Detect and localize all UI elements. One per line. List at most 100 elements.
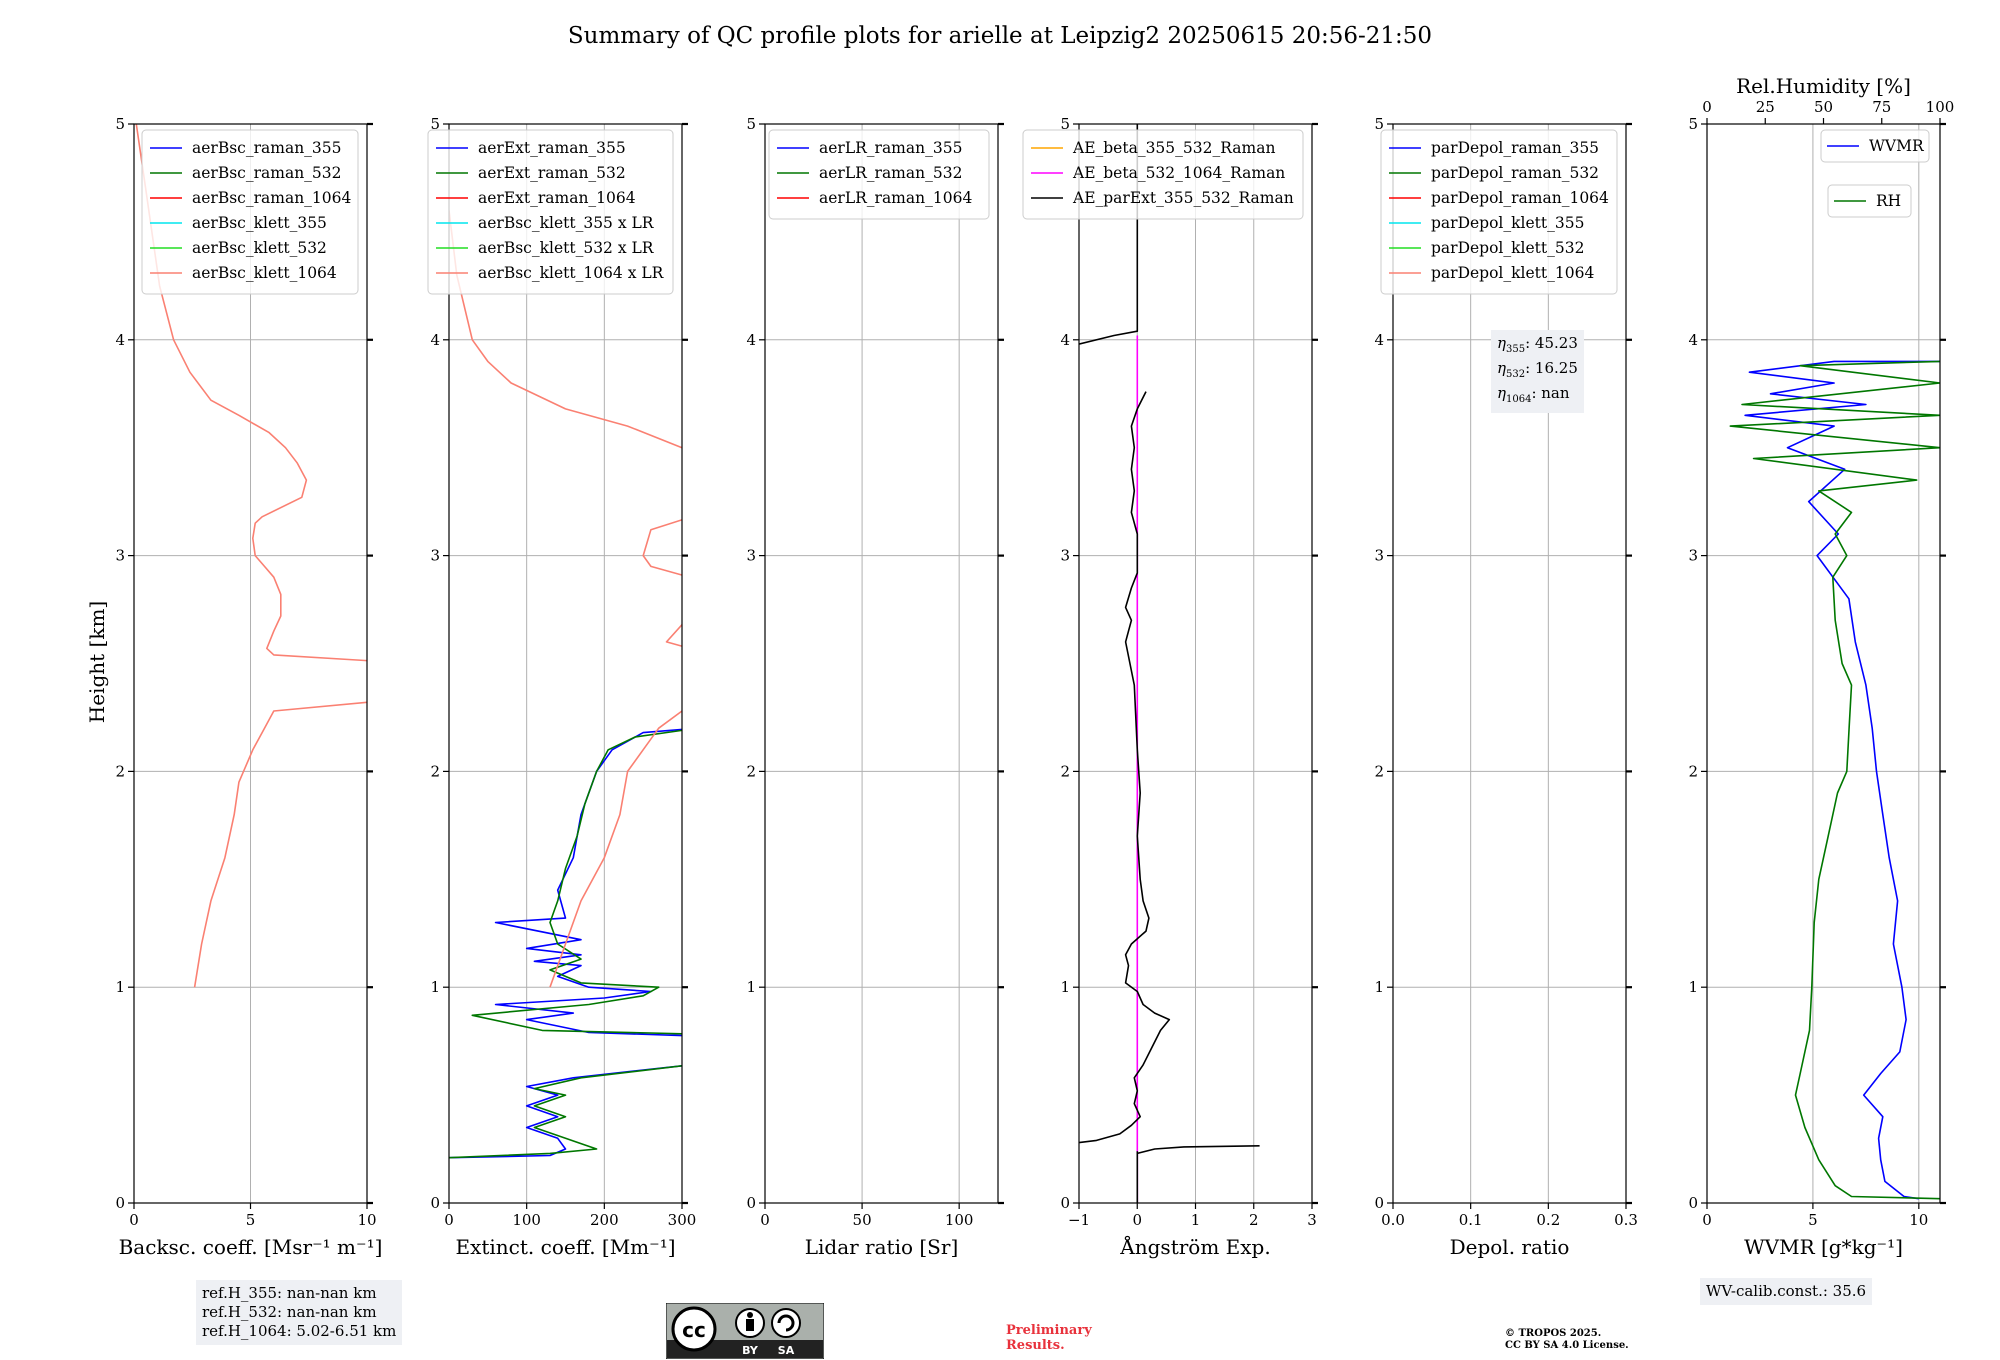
cc-icon (671, 1306, 717, 1352)
y-tick-label: 4 (1060, 331, 1070, 349)
copyright-notice: © TROPOS 2025. CC BY SA 4.0 License. (1505, 1328, 1629, 1351)
y-axis-label: Height [km] (85, 601, 109, 723)
x-tick-label: 1 (1191, 1211, 1201, 1229)
x-tick-label: −1 (1068, 1211, 1090, 1229)
x-tick-label: 3 (1307, 1211, 1317, 1229)
legend-label: aerLR_raman_532 (819, 164, 962, 182)
x-tick-label: 0 (129, 1211, 139, 1229)
x-tick-label: 0.3 (1614, 1211, 1638, 1229)
reference-height-box: ref.H_355: nan-nan km ref.H_532: nan-nan… (196, 1280, 403, 1345)
legend-frame (1380, 129, 1618, 295)
legend: WVMR RH (1820, 129, 1930, 218)
panel-5: 0 1 2 3 4 5 0.0 0.1 0.2 0.3 Depol. ratio parDepol_r… (1374, 115, 1637, 1259)
legend-label: aerBsc_klett_532 x LR (478, 239, 655, 257)
legend-label: aerLR_raman_1064 (819, 189, 972, 207)
x-tick-label: 0 (1132, 1211, 1142, 1229)
legend: aerLR_raman_355 aerLR_raman_532 aerLR_rama… (768, 129, 990, 220)
ref-height-532: ref.H_532: nan-nan km (202, 1303, 377, 1321)
y-tick-label: 4 (115, 331, 125, 349)
y-tick-label: 2 (1374, 762, 1384, 780)
y-tick-label: 5 (1374, 115, 1384, 133)
svg-text:SA: SA (778, 1344, 795, 1357)
y-tick-label: 1 (115, 978, 125, 996)
y-tick-label: 2 (746, 762, 756, 780)
y-tick-label: 1 (746, 978, 756, 996)
x-tick-label: 200 (590, 1211, 619, 1229)
series-line-wvmr (1744, 360, 1940, 1200)
preliminary-notice: Preliminary Results. (1006, 1323, 1092, 1353)
plot-area (1729, 360, 1940, 1200)
axes-frame (1706, 123, 1941, 1204)
legend-label: aerBsc_klett_532 (192, 239, 327, 257)
y-tick-label: 5 (1688, 115, 1698, 133)
y-tick-label: 3 (430, 547, 440, 565)
series-line-ae-parext-355-532-raman (1137, 1145, 1260, 1155)
y-tick-label: 3 (115, 547, 125, 565)
x-tick-label: 0.0 (1381, 1211, 1405, 1229)
y-tick-label: 5 (746, 115, 756, 133)
legend-label: parDepol_raman_1064 (1431, 189, 1609, 207)
x2-axis-label: Rel.Humidity [%] (1736, 74, 1911, 98)
x-tick-label: 5 (1808, 1211, 1818, 1229)
legend-label: aerBsc_raman_355 (192, 139, 342, 157)
series-line-ae-parext-355-532-raman (1079, 391, 1171, 1144)
legend-label: aerBsc_klett_1064 (192, 264, 337, 282)
legend: AE_beta_355_532_Raman AE_beta_532_1064_Ra… (1022, 129, 1304, 220)
legend-label: aerBsc_raman_1064 (192, 189, 352, 207)
legend-label: parDepol_klett_1064 (1431, 264, 1594, 282)
x-tick-label: 50 (853, 1211, 872, 1229)
series-line-aerbsc-klett-1064-x-lr (449, 210, 682, 988)
legend-label: parDepol_klett_532 (1431, 239, 1584, 257)
legend: parDepol_raman_355 parDepol_raman_532 parD… (1380, 129, 1618, 295)
x-axis-label: Backsc. coeff. [Msr⁻¹ m⁻¹] (119, 1235, 383, 1259)
y-tick-label: 0 (746, 1194, 756, 1212)
y-tick-label: 3 (746, 547, 756, 565)
y-tick-label: 1 (1374, 978, 1384, 996)
wv-calibration-box: WV-calib.const.: 35.6 (1700, 1278, 1873, 1305)
legend-label: RH (1876, 192, 1901, 210)
legend-label: parDepol_raman_532 (1431, 164, 1599, 182)
legend-label: aerBsc_klett_355 x LR (478, 214, 655, 232)
y-tick-label: 2 (430, 762, 440, 780)
legend-label: aerExt_raman_1064 (478, 189, 636, 207)
x-tick-label: 5 (246, 1211, 256, 1229)
y-tick-label: 0 (1374, 1194, 1384, 1212)
legend-label: aerExt_raman_532 (478, 164, 626, 182)
eta-532: η532: 16.25 (1497, 359, 1578, 380)
legend: aerBsc_raman_355 aerBsc_raman_532 aerBsc_r… (141, 129, 359, 295)
x2-tick-label: 0 (1702, 98, 1712, 116)
eta-355: η355: 45.23 (1497, 334, 1578, 355)
share-alike-icon (771, 1308, 801, 1338)
legend: aerExt_raman_355 aerExt_raman_532 aerExt_r… (427, 129, 674, 295)
x2-tick-label: 100 (1926, 98, 1955, 116)
svg-text:cc: cc (682, 1318, 706, 1342)
x-tick-label: 10 (357, 1211, 376, 1229)
legend-label: aerLR_raman_355 (819, 139, 962, 157)
y-tick-label: 0 (1688, 1194, 1698, 1212)
series-line-aerext-raman-355 (449, 728, 682, 1159)
axes-frame (1392, 123, 1627, 1204)
x-tick-label: 2 (1249, 1211, 1259, 1229)
y-tick-label: 0 (1060, 1194, 1070, 1212)
y-tick-label: 4 (430, 331, 440, 349)
y-tick-label: 2 (1688, 762, 1698, 780)
y-tick-label: 4 (746, 331, 756, 349)
y-tick-label: 5 (1060, 115, 1070, 133)
legend-frame (1827, 184, 1912, 218)
x-axis-label: Lidar ratio [Sr] (805, 1235, 959, 1259)
y-tick-label: 2 (115, 762, 125, 780)
svg-text:BY: BY (742, 1344, 759, 1357)
x-axis-label: Extinct. coeff. [Mm⁻¹] (455, 1235, 675, 1259)
legend-frame (768, 129, 990, 220)
y-tick-label: 1 (1060, 978, 1070, 996)
legend-label: parDepol_raman_355 (1431, 139, 1599, 157)
series-line-aerbsc-klett-1064 (135, 124, 367, 988)
plot-area (1079, 124, 1260, 1203)
legend-label: parDepol_klett_355 (1431, 214, 1584, 232)
ref-height-355: ref.H_355: nan-nan km (202, 1284, 377, 1302)
x-tick-label: 100 (945, 1211, 974, 1229)
